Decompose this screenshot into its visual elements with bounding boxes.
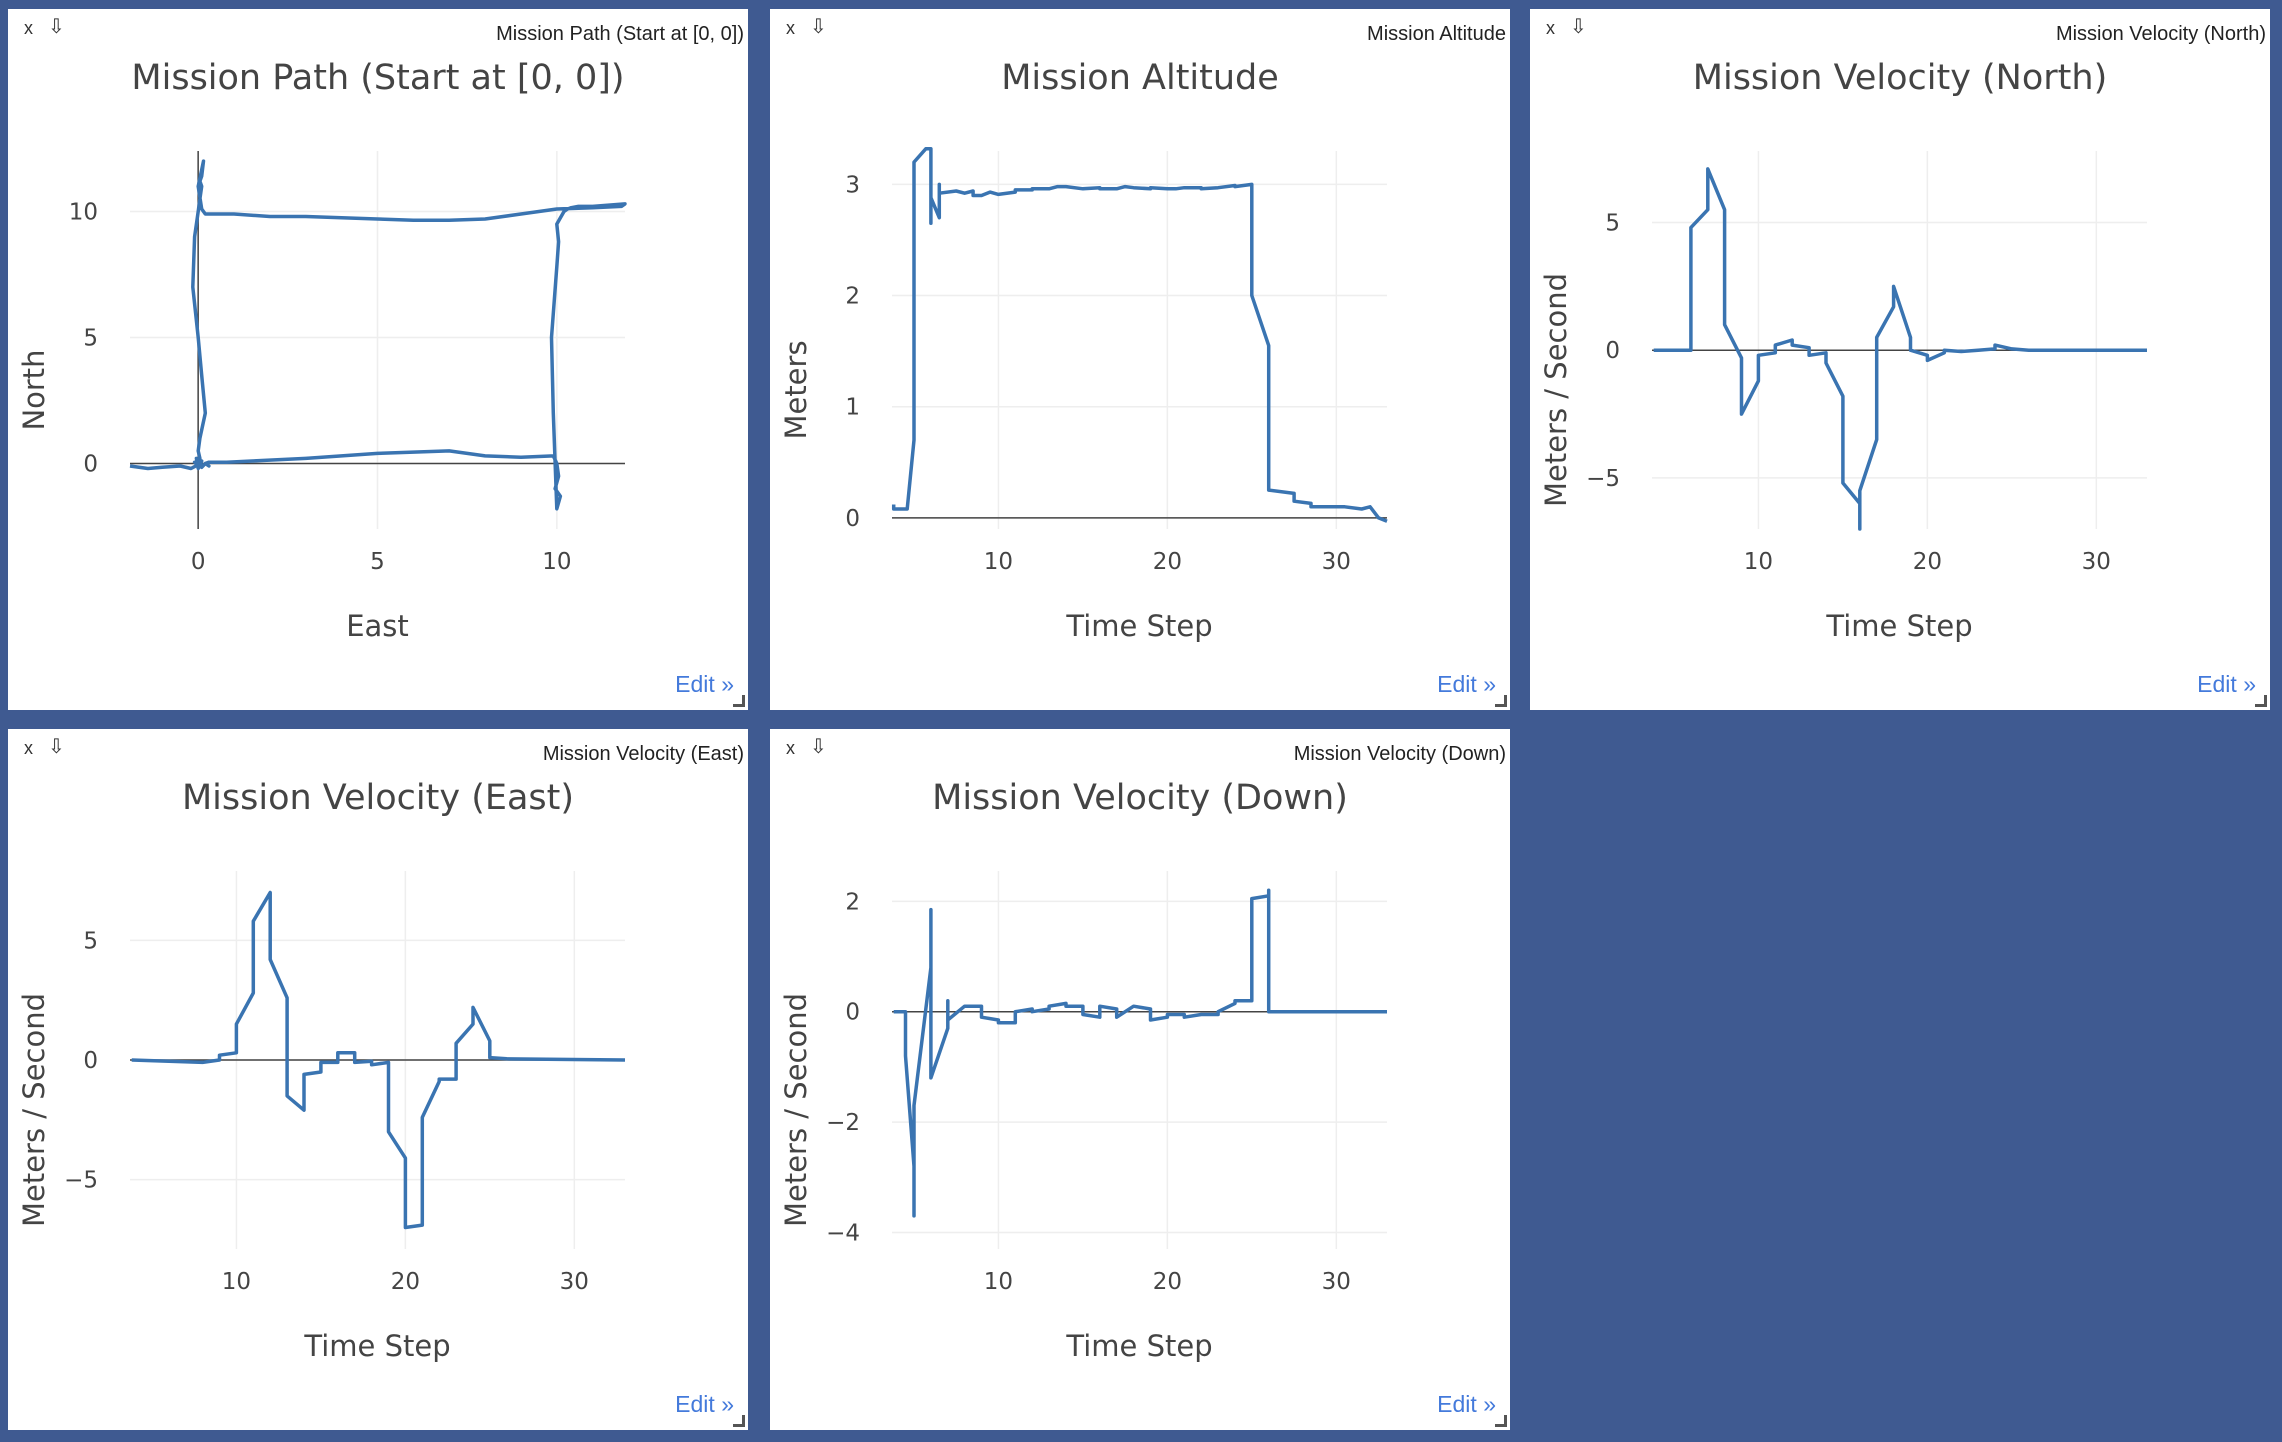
resize-handle[interactable] [733,695,745,707]
x-tick-label: 30 [2082,549,2111,575]
y-tick-label: 3 [845,172,860,198]
x-axis-title: Time Step [1065,609,1212,643]
chart-title: Mission Velocity (Down) [932,778,1348,818]
y-tick-label: 0 [1605,338,1620,364]
y-tick-label: 5 [83,325,98,351]
edit-link[interactable]: Edit » [1437,671,1496,697]
x-tick-label: 10 [984,1269,1013,1295]
close-icon[interactable]: x [786,738,795,758]
velocity-north-chart: Mission Velocity (North) 10 20 30 −5 0 5 Time S… [1539,58,2147,643]
y-tick-label: −4 [826,1220,860,1246]
chart-panel-velocity-down: x ⇩ Mission Velocity (Down) Mission Velo… [770,729,1510,1430]
chart-title: Mission Path (Start at [0, 0]) [131,58,624,98]
x-tick-label: 10 [984,549,1013,575]
y-tick-label: 0 [845,506,860,532]
y-tick-label: 2 [845,284,860,310]
resize-handle[interactable] [2255,695,2267,707]
x-tick-label: 20 [1153,549,1182,575]
panel-header: x ⇩ Mission Path (Start at [0, 0]) [8,9,748,45]
popout-icon[interactable]: ⇩ [48,736,65,758]
x-tick-label: 10 [542,549,571,575]
panel-label: Mission Altitude [1367,23,1506,45]
series-line [893,888,1387,1218]
y-tick-label: 2 [845,889,860,915]
panel-header: x ⇩ Mission Velocity (Down) [770,729,1510,765]
x-tick-label: 20 [1913,549,1942,575]
close-icon[interactable]: x [24,738,33,758]
resize-handle[interactable] [733,1415,745,1427]
edit-link[interactable]: Edit » [2197,671,2256,697]
popout-icon[interactable]: ⇩ [1570,16,1587,38]
edit-link[interactable]: Edit » [675,671,734,697]
x-tick-label: 20 [1153,1269,1182,1295]
panel-header: x ⇩ Mission Velocity (North) [1530,9,2270,45]
y-axis-title: Meters / Second [17,993,51,1227]
popout-icon[interactable]: ⇩ [48,16,65,38]
y-axis-title: Meters / Second [1539,273,1573,507]
chart-title: Mission Velocity (East) [182,778,574,818]
gridlines [892,871,1387,1249]
series-line [1653,167,2147,531]
mission-altitude-chart: Mission Altitude 10 20 30 0 1 2 3 Time Step Meter… [779,58,1388,643]
panel-label: Mission Velocity (North) [2055,23,2266,45]
x-axis-title: East [346,609,409,643]
x-axis-title: Time Step [1825,609,1972,643]
x-tick-label: 10 [1744,549,1773,575]
panel-label: Mission Path (Start at [0, 0]) [496,23,744,45]
chart-panel-velocity-north: x ⇩ Mission Velocity (North) Mission Vel… [1530,9,2270,710]
y-tick-label: 1 [845,395,860,421]
y-tick-label: −5 [1586,466,1620,492]
resize-handle[interactable] [1495,695,1507,707]
close-icon[interactable]: x [1546,18,1555,38]
y-tick-label: −2 [826,1110,860,1136]
y-axis-title: North [17,349,51,430]
close-icon[interactable]: x [786,18,795,38]
chart-title: Mission Velocity (North) [1693,58,2107,98]
velocity-east-chart: Mission Velocity (East) 10 20 30 −5 0 5 Time St… [17,778,626,1363]
x-axis-title: Time Step [303,1329,450,1363]
x-tick-label: 30 [1322,549,1351,575]
y-axis-title: Meters / Second [779,993,813,1227]
x-tick-label: 0 [191,549,206,575]
panel-header: x ⇩ Mission Velocity (East) [8,729,748,765]
series-line [129,159,627,511]
x-tick-label: 30 [1322,1269,1351,1295]
chart-panel-mission-altitude: x ⇩ Mission Altitude Mission Altitude 10 2… [770,9,1510,710]
edit-link[interactable]: Edit » [1437,1391,1496,1417]
mission-path-chart: Mission Path (Start at [0, 0]) 0 5 10 0 5 10 Ea… [17,58,627,643]
close-icon[interactable]: x [24,18,33,38]
x-tick-label: 20 [391,1269,420,1295]
chart-title: Mission Altitude [1001,58,1279,98]
y-tick-label: 0 [845,1000,860,1026]
popout-icon[interactable]: ⇩ [810,736,827,758]
y-tick-label: 10 [69,199,98,225]
velocity-down-chart: Mission Velocity (Down) 10 20 30 −4 −2 0 2 Time … [779,778,1387,1363]
x-axis-title: Time Step [1065,1329,1212,1363]
panel-header: x ⇩ Mission Altitude [770,9,1510,45]
x-tick-label: 5 [370,549,385,575]
y-tick-label: 0 [83,1048,98,1074]
y-tick-label: −5 [64,1168,98,1194]
popout-icon[interactable]: ⇩ [810,16,827,38]
series-line [891,147,1388,523]
x-tick-label: 30 [560,1269,589,1295]
y-tick-label: 5 [1605,211,1620,237]
resize-handle[interactable] [1495,1415,1507,1427]
edit-link[interactable]: Edit » [675,1391,734,1417]
gridlines [892,151,1387,529]
y-tick-label: 0 [83,451,98,477]
y-axis-title: Meters [779,340,813,439]
series-line [131,890,626,1230]
panel-label: Mission Velocity (Down) [1293,743,1506,765]
chart-panel-mission-path: x ⇩ Mission Path (Start at [0, 0]) Missi… [8,9,748,710]
y-tick-label: 5 [83,928,98,954]
panel-label: Mission Velocity (East) [542,743,744,765]
x-tick-label: 10 [222,1269,251,1295]
chart-panel-velocity-east: x ⇩ Mission Velocity (East) Mission Velo… [8,729,748,1430]
gridlines [1652,151,2147,529]
